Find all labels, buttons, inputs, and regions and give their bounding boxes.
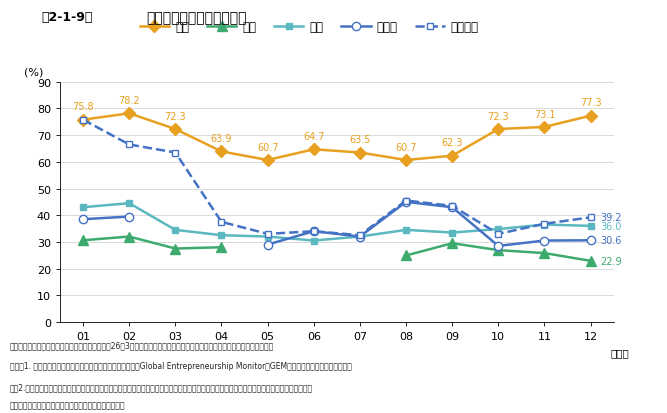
- Text: 第2-1-9図: 第2-1-9図: [41, 11, 93, 24]
- Text: 資料：「起業家精神に関する調査」報告書（平成26年3月（財）ベンチャーエンタープライズセンター）より中小企業庁作成: 資料：「起業家精神に関する調査」報告書（平成26年3月（財）ベンチャーエンタープ…: [10, 341, 274, 350]
- Text: 72.3: 72.3: [165, 112, 186, 121]
- Text: (%): (%): [24, 68, 43, 78]
- Text: 64.7: 64.7: [303, 132, 325, 142]
- Text: 63.9: 63.9: [211, 134, 232, 144]
- Text: 起業無関心者の割合の推移: 起業無関心者の割合の推移: [147, 11, 247, 25]
- Text: 60.7: 60.7: [396, 142, 417, 152]
- Text: 39.2: 39.2: [600, 213, 622, 223]
- Text: 36.0: 36.0: [600, 221, 622, 231]
- Text: （注）1. グローバル・アントレプレナーシップ・モニター（Global Entrepreneurship Monitor：GEM）調査の結果を表示している。: （注）1. グローバル・アントレプレナーシップ・モニター（Global Entr…: [10, 361, 352, 370]
- Text: 63.5: 63.5: [349, 135, 371, 145]
- Text: 73.1: 73.1: [534, 109, 555, 119]
- Text: 62.3: 62.3: [442, 138, 463, 148]
- Text: 22.9: 22.9: [600, 256, 622, 266]
- Text: 2.ここでいう「起業無関心者の割合」とは、「起業活動浸透指数」、「事業機会認識指数」、「知識・能力・経験指数」の三つの指数につい: 2.ここでいう「起業無関心者の割合」とは、「起業活動浸透指数」、「事業機会認識指…: [10, 382, 313, 391]
- Legend: 日本, 米国, 英国, ドイツ, フランス: 日本, 米国, 英国, ドイツ, フランス: [135, 17, 484, 39]
- Text: 60.7: 60.7: [257, 142, 278, 152]
- Text: 77.3: 77.3: [580, 98, 602, 108]
- Text: 30.6: 30.6: [600, 236, 622, 246]
- Text: 78.2: 78.2: [119, 96, 140, 106]
- Text: 72.3: 72.3: [488, 112, 509, 121]
- Text: （年）: （年）: [610, 347, 629, 357]
- Text: て、一つも該当しない者の割合を集計している。: て、一つも該当しない者の割合を集計している。: [10, 401, 125, 410]
- Text: 75.8: 75.8: [72, 102, 94, 112]
